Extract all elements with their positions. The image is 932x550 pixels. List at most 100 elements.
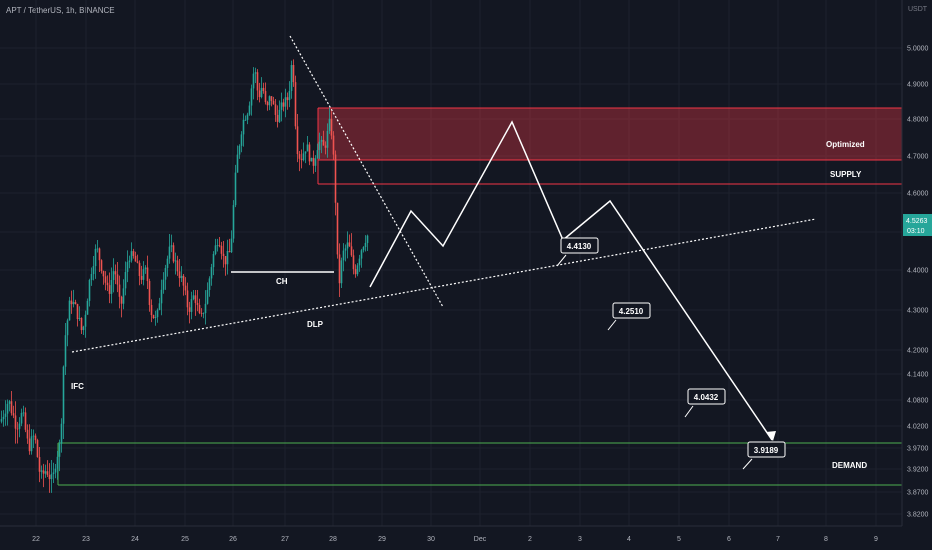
candle xyxy=(338,243,341,298)
price-tick: 4.0800 xyxy=(907,398,929,405)
candle xyxy=(268,95,271,111)
candle xyxy=(174,252,177,275)
candle xyxy=(150,299,153,323)
candle xyxy=(78,306,81,322)
candle xyxy=(184,277,187,296)
candle xyxy=(290,60,293,99)
candle xyxy=(190,291,193,320)
candle xyxy=(304,151,307,164)
candle xyxy=(212,251,215,276)
candle xyxy=(138,260,141,286)
candle xyxy=(206,282,209,305)
candle xyxy=(262,82,265,94)
time-tick: 26 xyxy=(229,536,237,543)
candle xyxy=(92,256,95,281)
candle xyxy=(330,110,333,140)
candle xyxy=(8,400,11,412)
projected-path xyxy=(369,120,773,441)
candle xyxy=(228,238,231,253)
candle xyxy=(254,67,257,83)
price-axis[interactable]: 3.8200 3.8700 3.9200 3.9700 4.0200 4.0800 4.14… xyxy=(907,46,929,519)
candle xyxy=(186,282,189,316)
candle xyxy=(108,272,111,304)
candle xyxy=(220,241,223,260)
projected-path-arrowhead xyxy=(766,431,776,441)
candle xyxy=(354,264,357,278)
candle xyxy=(66,318,69,347)
candle xyxy=(258,82,261,103)
candle xyxy=(244,115,247,121)
candle xyxy=(58,439,61,472)
candle xyxy=(246,112,249,125)
candle xyxy=(278,100,281,123)
price-tick: 4.8000 xyxy=(907,117,929,124)
candle xyxy=(202,312,205,319)
candle xyxy=(102,270,105,285)
candle xyxy=(294,75,297,130)
candle xyxy=(250,84,253,116)
candle xyxy=(230,230,233,253)
candle xyxy=(146,255,149,289)
candle xyxy=(274,98,277,122)
price-tick: 4.7000 xyxy=(907,154,929,161)
candle xyxy=(334,150,337,216)
candle xyxy=(32,429,35,449)
time-tick: 4 xyxy=(627,536,631,543)
candle xyxy=(164,264,167,290)
time-tick: 23 xyxy=(82,536,90,543)
candle xyxy=(28,424,31,455)
candle xyxy=(104,271,107,291)
optimized-label: Optimized xyxy=(826,140,865,149)
candle xyxy=(318,132,321,160)
target-callout[interactable]: 4.4130 xyxy=(556,237,599,267)
target-callout[interactable]: 4.2510 xyxy=(607,302,651,331)
candle xyxy=(52,462,55,483)
candle xyxy=(326,123,329,158)
candle xyxy=(260,77,263,99)
time-tick: Dec xyxy=(474,536,487,543)
candle xyxy=(314,155,317,172)
target-price: 4.4130 xyxy=(567,242,592,251)
candle xyxy=(134,251,137,262)
candle xyxy=(352,249,355,275)
target-callout[interactable]: 3.9189 xyxy=(742,441,786,470)
time-axis[interactable]: 22 23 24 25 26 27 28 29 30 Dec 2 3 4 5 6 7 8 9 xyxy=(32,536,878,543)
candle xyxy=(194,290,197,316)
candle xyxy=(46,460,49,478)
time-tick: 5 xyxy=(677,536,681,543)
candle xyxy=(118,275,121,309)
candle xyxy=(356,263,359,277)
candle xyxy=(204,290,207,325)
time-tick: 29 xyxy=(378,536,386,543)
candle xyxy=(154,310,157,326)
candle xyxy=(76,303,79,327)
candle xyxy=(20,408,23,427)
candle xyxy=(10,391,13,416)
demand-label: DEMAND xyxy=(832,461,867,470)
dlp-trendline[interactable] xyxy=(71,218,817,353)
candle xyxy=(322,130,325,146)
candle xyxy=(280,92,283,122)
candle xyxy=(346,231,349,259)
candle xyxy=(366,234,369,251)
descending-trendline[interactable] xyxy=(289,35,444,308)
candle xyxy=(24,407,27,433)
candle xyxy=(336,202,339,259)
candle xyxy=(198,298,201,315)
target-callout[interactable]: 4.0432 xyxy=(684,388,726,418)
candle xyxy=(96,240,99,253)
price-tick: 3.8700 xyxy=(907,490,929,497)
price-tick: 3.8200 xyxy=(907,512,929,519)
candle xyxy=(14,401,17,444)
time-tick: 22 xyxy=(32,536,40,543)
candle xyxy=(316,143,319,159)
candle xyxy=(148,278,151,312)
candle xyxy=(234,164,237,208)
price-tick: 3.9700 xyxy=(907,446,929,453)
candle xyxy=(128,255,131,269)
candle xyxy=(218,237,221,248)
candle xyxy=(292,59,295,87)
candle xyxy=(298,150,301,172)
candle xyxy=(74,299,77,305)
